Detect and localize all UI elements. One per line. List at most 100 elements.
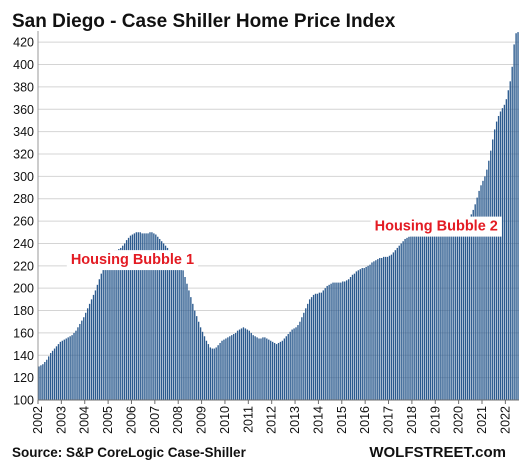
bar [123,243,126,400]
bar [236,330,239,400]
bar [88,303,91,400]
bar [363,268,365,400]
bar [484,176,486,400]
bar [499,111,502,400]
bar [129,235,132,400]
bar [425,226,428,400]
bar [262,337,264,400]
bar [223,339,225,400]
bar [188,290,190,400]
bar [381,257,383,400]
bar [133,233,136,400]
bar [246,329,249,400]
bar [227,337,229,400]
annotation-background [370,216,502,237]
bar [250,332,252,400]
bar [431,224,434,400]
bar [371,262,373,400]
bar [256,337,258,400]
bar [423,227,426,400]
bar [275,344,278,400]
bar [143,233,145,400]
bar [273,342,276,400]
bar [73,332,75,400]
bar [488,160,490,400]
bar [168,250,171,400]
bar [238,329,241,400]
bar [110,252,112,400]
bar [344,281,346,400]
bar [55,346,58,400]
bar [419,230,422,400]
x-tick-label: 2020 [452,406,466,434]
bar [312,294,315,400]
bar [373,261,375,400]
bar [451,223,453,400]
bar [307,303,309,400]
bar [139,232,141,400]
bar [384,256,387,400]
bar [231,335,233,400]
bar [127,237,130,400]
x-axis-tick-labels: 2002 2003 2004 2005 2006 2007 2008 2009 2010 2011… [31,406,512,434]
x-tick-label: 2012 [265,406,279,434]
bar [314,293,317,400]
bar [320,292,323,400]
bar [490,150,492,400]
bar [153,233,155,400]
bar [114,250,116,400]
x-tick-label: 2005 [101,406,115,434]
bar [441,223,443,400]
bar [211,348,213,400]
bar [215,347,217,400]
bar [390,254,393,400]
y-tick-label: 320 [13,148,34,162]
bar [299,321,301,400]
x-tick-label: 2010 [218,406,232,434]
x-tick-label: 2019 [428,406,442,434]
bar [349,277,352,400]
bar [207,344,210,400]
bar [65,338,67,400]
bar [386,256,389,400]
bar [44,361,46,400]
bar [264,337,266,400]
bar [178,259,180,400]
bar [172,252,175,400]
bar [108,254,110,400]
y-tick-label: 380 [13,80,34,94]
annotation-label: Housing Bubble 1 [71,252,194,268]
y-tick-label: 140 [13,349,34,363]
x-tick-label: 2013 [288,406,302,434]
bar [408,236,410,400]
bar [92,294,95,400]
x-tick-label: 2022 [498,406,512,434]
bar [205,340,208,400]
bar [326,285,328,400]
bar [316,293,319,400]
bar [375,260,377,400]
bar [468,217,471,400]
bar [209,347,212,400]
bar [505,99,508,401]
bar [254,336,256,400]
bar [219,342,221,400]
bar [301,317,303,400]
bar [157,236,159,400]
bar [137,232,139,400]
bar [112,251,114,400]
bar [118,249,120,400]
bar [176,255,178,400]
bar [131,234,134,400]
bar [46,359,48,400]
bar [511,66,513,400]
x-tick-label: 2003 [54,406,68,434]
bar [69,336,71,400]
bar [61,340,64,400]
bar [369,264,371,400]
bar [517,32,519,401]
bar [63,339,65,400]
bar [71,335,73,400]
bar [476,197,478,400]
